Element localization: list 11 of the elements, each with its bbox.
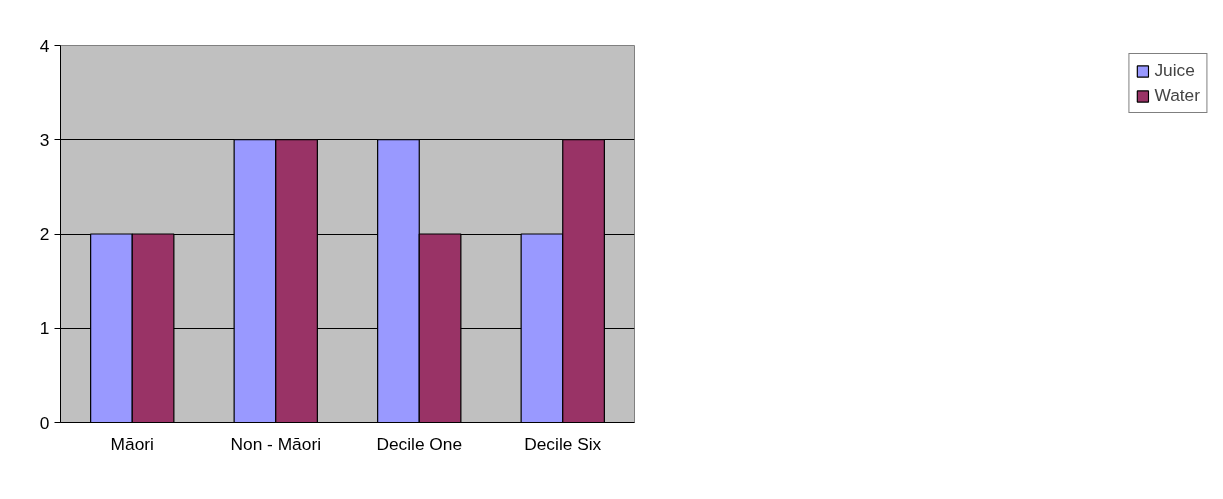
y-tick-label: 4 — [39, 35, 50, 56]
x-tick-label: Decile One — [376, 433, 463, 454]
legend-label: Water — [1154, 85, 1200, 106]
y-tick-label: 2 — [39, 224, 50, 244]
y-tick-label: 0 — [39, 412, 50, 433]
x-tick-label: Non - Māori — [230, 433, 322, 454]
legend-label: Juice — [1154, 60, 1195, 81]
x-tick-label: Decile Six — [524, 433, 602, 454]
y-tick-label: 1 — [39, 318, 50, 339]
y-tick-label: 3 — [39, 129, 50, 150]
x-tick-label: Māori — [110, 433, 154, 454]
